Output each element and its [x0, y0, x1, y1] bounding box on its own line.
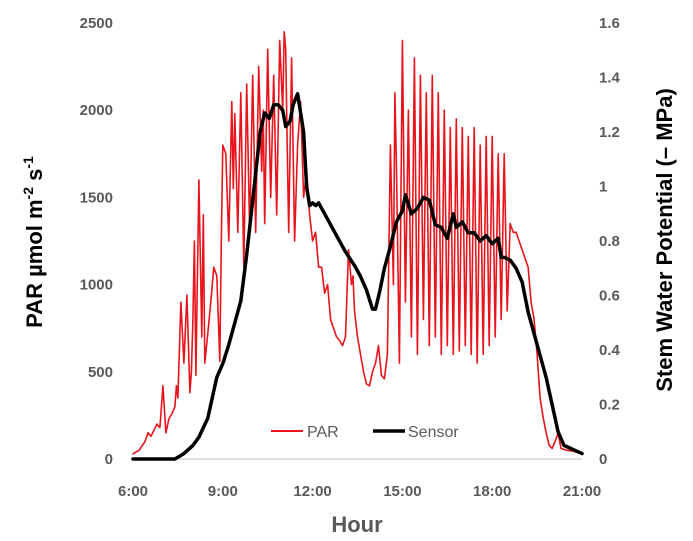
y-tick-label: 2500	[80, 15, 113, 32]
y-axis-title-sup1: -2	[20, 187, 36, 200]
y-tick-label: 500	[88, 364, 113, 381]
y2-tick-label: 1.2	[599, 124, 620, 141]
x-tick-label: 15:00	[383, 483, 421, 500]
legend-label-sensor: Sensor	[408, 424, 459, 441]
x-axis-title: Hour	[331, 512, 383, 537]
legend: PAR Sensor	[271, 424, 459, 441]
y2-tick-label: 0.2	[599, 397, 620, 414]
y-axis-title: PAR µmol m-2 s-1	[20, 156, 47, 328]
y2-axis-ticks: 0 0.2 0.4 0.6 0.8 1 1.2 1.4 1.6	[599, 15, 621, 468]
y2-tick-label: 0.8	[599, 233, 620, 250]
series-line-sensor	[131, 92, 584, 461]
x-tick-label: 6:00	[118, 483, 148, 500]
y-tick-label: 1000	[80, 277, 113, 294]
y2-tick-label: 1.6	[599, 15, 620, 32]
series-layer	[131, 30, 584, 461]
y2-axis-title: Stem Water Potential (– MPa)	[652, 88, 677, 392]
y-tick-label: 1500	[80, 189, 113, 206]
y2-tick-label: 0	[599, 451, 607, 468]
y-tick-label: 2000	[80, 102, 113, 119]
x-tick-label: 18:00	[473, 483, 511, 500]
y2-tick-label: 1	[599, 179, 607, 196]
y-axis-title-sup2: -1	[20, 156, 36, 169]
y2-tick-label: 0.4	[599, 342, 621, 359]
x-tick-label: 21:00	[563, 483, 601, 500]
x-tick-label: 9:00	[208, 483, 238, 500]
y-axis-title-main: PAR µmol m	[22, 199, 47, 327]
y2-tick-label: 0.6	[599, 288, 620, 305]
y-tick-label: 0	[105, 451, 113, 468]
x-tick-label: 12:00	[293, 483, 331, 500]
x-axis-ticks: 6:00 9:00 12:00 15:00 18:00 21:00	[118, 483, 601, 500]
legend-label-par: PAR	[307, 424, 339, 441]
y2-tick-label: 1.4	[599, 70, 621, 87]
y-axis-title-mid: s	[22, 169, 47, 187]
y-axis-ticks: 0 500 1000 1500 2000 2500	[80, 15, 113, 468]
series-line-par	[132, 30, 583, 455]
